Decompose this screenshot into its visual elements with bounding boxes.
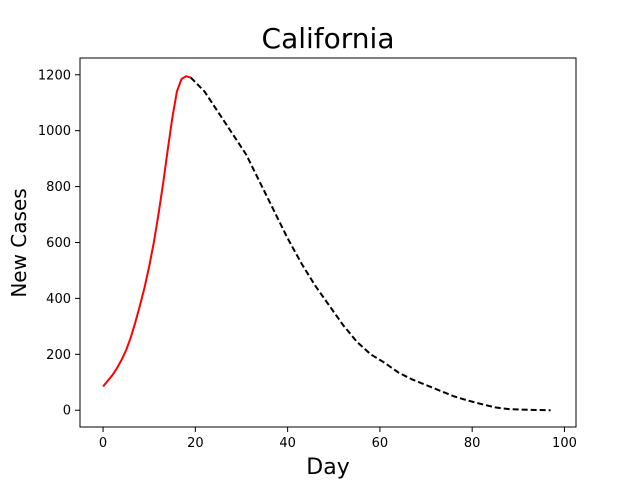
series-line-2 xyxy=(190,76,551,412)
y-tick-label: 1000 xyxy=(38,124,71,139)
chart-title: California xyxy=(262,22,395,55)
x-tick-label: 0 xyxy=(99,436,107,451)
x-tick-label: 40 xyxy=(279,436,296,451)
plot-area xyxy=(102,75,551,412)
y-tick-label: 1200 xyxy=(38,68,71,83)
y-tick-label: 0 xyxy=(63,404,71,419)
plot-frame xyxy=(79,57,577,428)
x-tick-label: 60 xyxy=(372,436,389,451)
x-tick-label: 20 xyxy=(187,436,204,451)
y-tick-label: 800 xyxy=(46,180,71,195)
x-tick-label: 80 xyxy=(464,436,481,451)
x-axis-title: Day xyxy=(306,455,349,480)
y-axis-title: New Cases xyxy=(7,188,31,297)
y-tick-label: 200 xyxy=(46,348,71,363)
y-tick-label: 400 xyxy=(46,292,71,307)
y-axis: 0 200 400 600 800 1000 1200 xyxy=(38,68,80,419)
series-line-1 xyxy=(102,75,192,388)
x-axis: 0 20 40 60 80 100 xyxy=(99,427,577,451)
x-tick-label: 100 xyxy=(552,436,577,451)
y-tick-label: 600 xyxy=(46,236,71,251)
